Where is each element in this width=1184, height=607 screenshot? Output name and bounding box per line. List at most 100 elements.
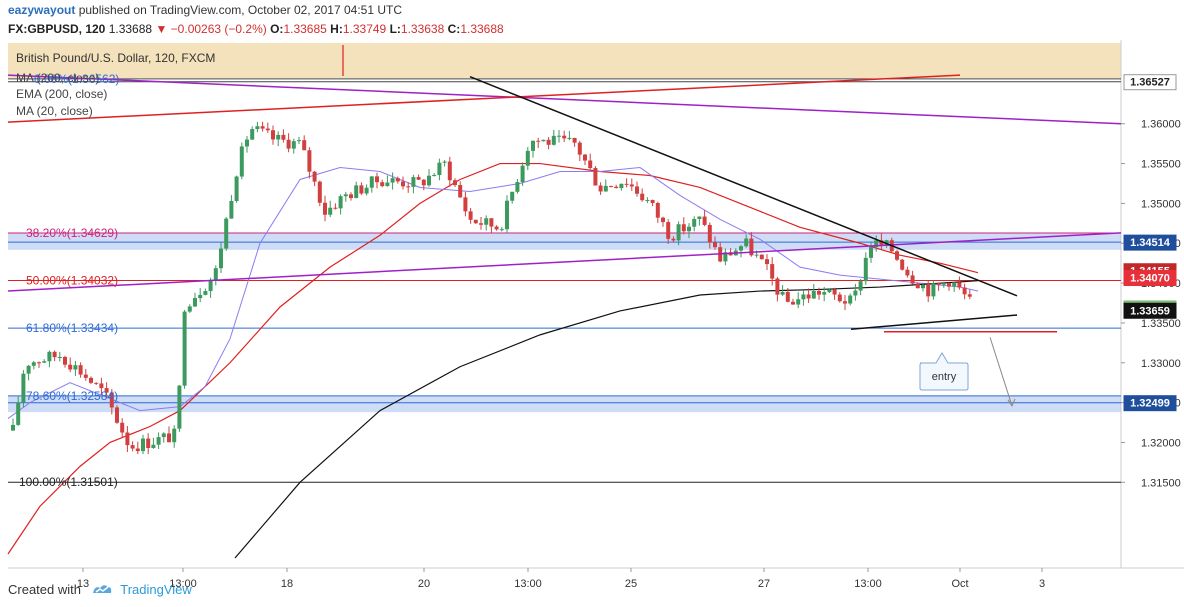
last-price: 1.33688	[108, 22, 153, 36]
candle-body	[676, 224, 681, 241]
tradingview-link[interactable]: TradingView	[120, 582, 192, 597]
trend-drawings[interactable]	[7, 45, 1122, 407]
candle-body	[635, 186, 639, 194]
candle-body	[161, 433, 166, 438]
candle-body	[125, 432, 130, 446]
legend-ema200: EMA (200, close)	[16, 87, 107, 101]
candle-body	[593, 168, 598, 186]
indicator-lines	[7, 162, 979, 559]
legend-ma20: MA (20, close)	[16, 104, 93, 118]
candle-body	[775, 278, 780, 295]
open-value: 1.33685	[283, 22, 327, 36]
candle-body	[640, 193, 645, 201]
candle-body	[619, 183, 624, 189]
candle-body	[723, 252, 728, 262]
price-tick-label: 1.31500	[1141, 477, 1181, 489]
candle-body	[947, 283, 951, 287]
candle-body	[203, 291, 208, 295]
candle-body	[120, 422, 125, 433]
candle-body	[811, 290, 816, 299]
candle-body	[354, 185, 359, 199]
fib-level-label: 50.00%(1.34032)	[26, 274, 118, 288]
candle-body	[213, 268, 218, 281]
candle-body	[323, 202, 327, 215]
candle-body	[89, 377, 93, 383]
candle-body	[234, 176, 239, 201]
price-badge: 1.32499	[1123, 395, 1177, 412]
price-badge-label: 1.34514	[1130, 237, 1171, 249]
price-change: −0.00263 (−0.2%)	[170, 22, 267, 36]
red-trendline[interactable]	[7, 74, 961, 123]
candle-body	[915, 283, 920, 289]
candle-body	[817, 290, 821, 295]
candle-body	[109, 392, 114, 408]
purple-trendline-upper[interactable]	[7, 74, 1122, 125]
candle-body	[198, 294, 203, 299]
candle-body	[687, 226, 691, 232]
candle-body	[765, 259, 769, 265]
ma-20-line	[7, 167, 979, 419]
candle-body	[832, 289, 837, 295]
candle-body	[333, 207, 338, 209]
entry-label: entry	[932, 371, 957, 383]
time-axis[interactable]: 13 13:00 18 20 13:00 25 27 13:00 Oct 3	[77, 568, 1045, 590]
candle-body	[359, 185, 364, 194]
legend-ma200: MA (200, close)	[16, 71, 99, 85]
candle-body	[78, 365, 83, 375]
time-tick-label: 27	[758, 578, 770, 590]
candle-body	[827, 289, 832, 293]
down-arrow-icon: ▼	[155, 22, 168, 36]
candle-body	[921, 284, 925, 289]
candle-body	[666, 222, 671, 239]
candle-body	[21, 373, 26, 403]
price-badge-label: 1.33659	[1130, 305, 1170, 317]
candle-body	[26, 365, 31, 374]
author-name[interactable]: eazywayout	[8, 3, 76, 17]
candle-body	[572, 137, 577, 143]
candle-body	[307, 150, 312, 172]
candle-body	[447, 161, 452, 181]
candle-body	[837, 294, 842, 302]
ma-200-line	[234, 280, 979, 559]
price-badge: 1.36527	[1123, 74, 1177, 91]
purple-trendline-lower[interactable]	[7, 232, 1122, 292]
target-arrow-line[interactable]	[989, 337, 1013, 406]
candle-body	[822, 292, 827, 295]
candle-body	[895, 251, 899, 260]
close-label: C:	[447, 22, 461, 36]
candle-body	[957, 282, 962, 288]
candle-body	[31, 362, 36, 366]
ascending-trendline[interactable]	[850, 314, 1018, 331]
candle-body	[692, 219, 697, 227]
candle-body	[541, 139, 546, 142]
tradingview-logo-icon	[91, 582, 113, 599]
candle-body	[427, 175, 431, 186]
symbol-info: FX:GBPUSD, 120 1.33688 ▼ −0.00263 (−0.2%…	[8, 22, 504, 36]
candle-body	[47, 351, 52, 362]
candle-body	[421, 179, 426, 186]
candle-body	[151, 444, 156, 448]
entry-callout[interactable]: entry	[919, 352, 969, 391]
close-value: 1.33688	[460, 22, 504, 36]
candle-body	[385, 182, 390, 187]
candle-body	[255, 126, 260, 130]
price-badge-label: 1.32499	[1130, 398, 1170, 410]
ema-200-line	[7, 162, 979, 555]
price-badge-bg	[1123, 302, 1177, 319]
fib-zone-band	[8, 395, 1121, 413]
candle-body	[473, 219, 478, 224]
candle-body	[531, 140, 535, 151]
candle-body	[515, 182, 520, 192]
candle-body	[156, 437, 161, 445]
high-value: 1.33749	[342, 22, 387, 36]
candle-body	[16, 402, 21, 425]
price-chart[interactable]: 0.00%(1.36562) 38.20%(1.34629) 50.00%(1.34…	[0, 40, 1184, 600]
candle-body	[193, 298, 197, 307]
price-axis[interactable]: 1.360001.355001.350001.345001.340001.335…	[1121, 74, 1181, 490]
candle-body	[645, 199, 650, 201]
candle-body	[37, 362, 41, 364]
candle-body	[598, 185, 603, 192]
descending-trendline[interactable]	[469, 75, 1018, 297]
candle-body	[884, 240, 889, 245]
candle-body	[910, 275, 915, 284]
